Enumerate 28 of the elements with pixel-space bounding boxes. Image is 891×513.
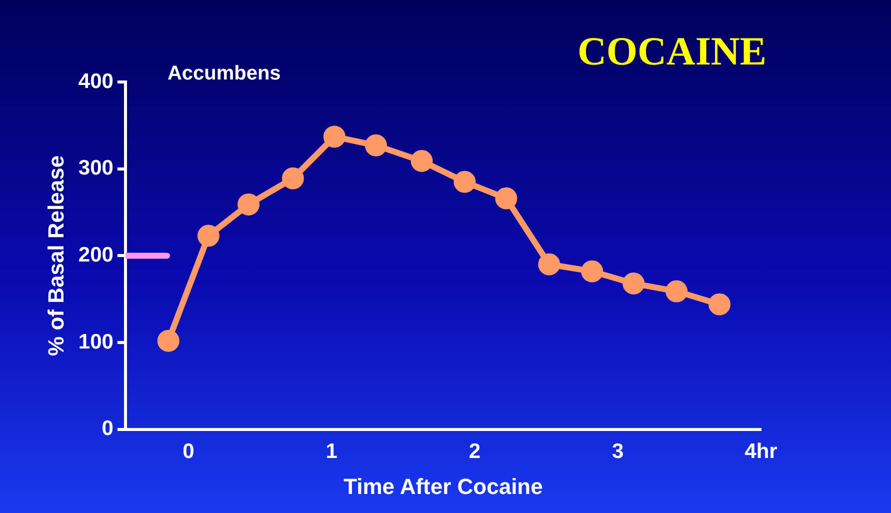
- point: [197, 224, 220, 247]
- y-tick-label: 100: [78, 330, 114, 354]
- chart-subtitle: Accumbens: [167, 62, 281, 85]
- x-tick-label: 2: [468, 440, 481, 463]
- point: [708, 293, 730, 316]
- point: [410, 150, 433, 172]
- y-axis-title: % of Basal Release: [43, 155, 68, 356]
- point: [323, 126, 346, 148]
- x-tick-label: 3: [612, 440, 624, 463]
- point: [495, 187, 518, 210]
- x-axis-title: Time After Cocaine: [344, 474, 543, 499]
- x-tick-label: 1: [326, 440, 338, 463]
- x-tick-label: 4hr: [744, 440, 778, 463]
- point: [282, 167, 304, 190]
- point: [454, 170, 476, 193]
- point: [622, 272, 645, 294]
- point: [581, 260, 604, 282]
- point: [238, 193, 260, 216]
- chart-title: COCAINE: [578, 28, 766, 74]
- y-tick-label: 200: [78, 243, 114, 266]
- x-tick-label: 0: [182, 440, 194, 463]
- point: [364, 134, 387, 156]
- y-tick-label: 0: [102, 417, 114, 440]
- point: [157, 330, 180, 352]
- y-tick-label: 400: [78, 70, 114, 93]
- y-tick-label: 300: [78, 156, 114, 180]
- point: [538, 253, 560, 276]
- point: [666, 280, 688, 302]
